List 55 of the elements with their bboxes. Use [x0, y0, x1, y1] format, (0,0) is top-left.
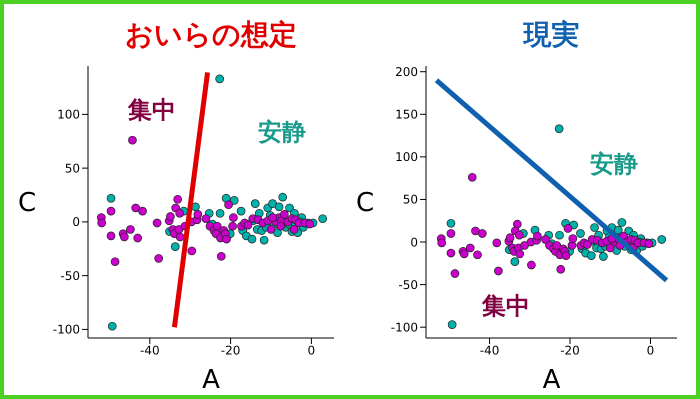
point: [318, 214, 328, 224]
point: [448, 320, 456, 329]
point: [554, 124, 564, 134]
point: [657, 235, 666, 244]
y-tick-label: 50: [64, 161, 80, 176]
y-tick-label: 0: [410, 235, 418, 250]
point: [274, 202, 284, 212]
y-tick-label: 200: [395, 64, 418, 79]
point: [230, 196, 239, 205]
annotation: 安静: [590, 149, 638, 180]
y-tick-label: -50: [398, 278, 418, 292]
y-tick-label: 0: [72, 215, 80, 230]
x-tick-label: 0: [308, 344, 316, 358]
y-tick-label: -100: [390, 320, 418, 334]
point: [215, 74, 224, 84]
point: [250, 199, 260, 208]
point: [260, 236, 268, 245]
point: [618, 218, 626, 227]
point: [599, 252, 608, 261]
point: [590, 223, 599, 232]
y-tick-label: 50: [402, 192, 418, 207]
x-tick-label: -20: [560, 344, 580, 358]
x-axis-title: A: [542, 365, 561, 395]
point: [248, 234, 256, 244]
x-tick-label: -40: [140, 344, 160, 358]
point: [576, 229, 585, 238]
point: [614, 226, 623, 234]
point: [268, 199, 277, 208]
y-tick-label: 150: [395, 108, 418, 122]
y-tick-label: -100: [52, 322, 80, 337]
annotation: 集中: [128, 95, 176, 126]
point: [236, 206, 246, 216]
point: [555, 230, 564, 240]
x-tick-label: 0: [646, 344, 654, 358]
y-tick-label: 100: [57, 108, 80, 122]
point: [586, 251, 596, 260]
point: [216, 208, 224, 218]
point: [510, 257, 520, 266]
x-tick-label: -20: [220, 344, 240, 358]
point: [106, 194, 116, 203]
x-tick-label: -40: [480, 344, 500, 358]
chart-title: 現実: [522, 17, 580, 53]
point: [170, 242, 180, 251]
y-tick-label: 100: [395, 150, 418, 164]
y-axis-title: C: [18, 188, 36, 218]
point: [278, 192, 288, 202]
point: [285, 204, 294, 212]
annotation: 安静: [258, 117, 306, 148]
point: [446, 218, 456, 228]
x-axis-title: A: [202, 365, 220, 395]
y-axis-title: C: [356, 188, 374, 218]
point: [108, 322, 117, 331]
annotation: 集中: [482, 291, 530, 322]
chart-title: おいらの想定: [124, 17, 298, 53]
y-tick-label: -50: [60, 268, 80, 283]
